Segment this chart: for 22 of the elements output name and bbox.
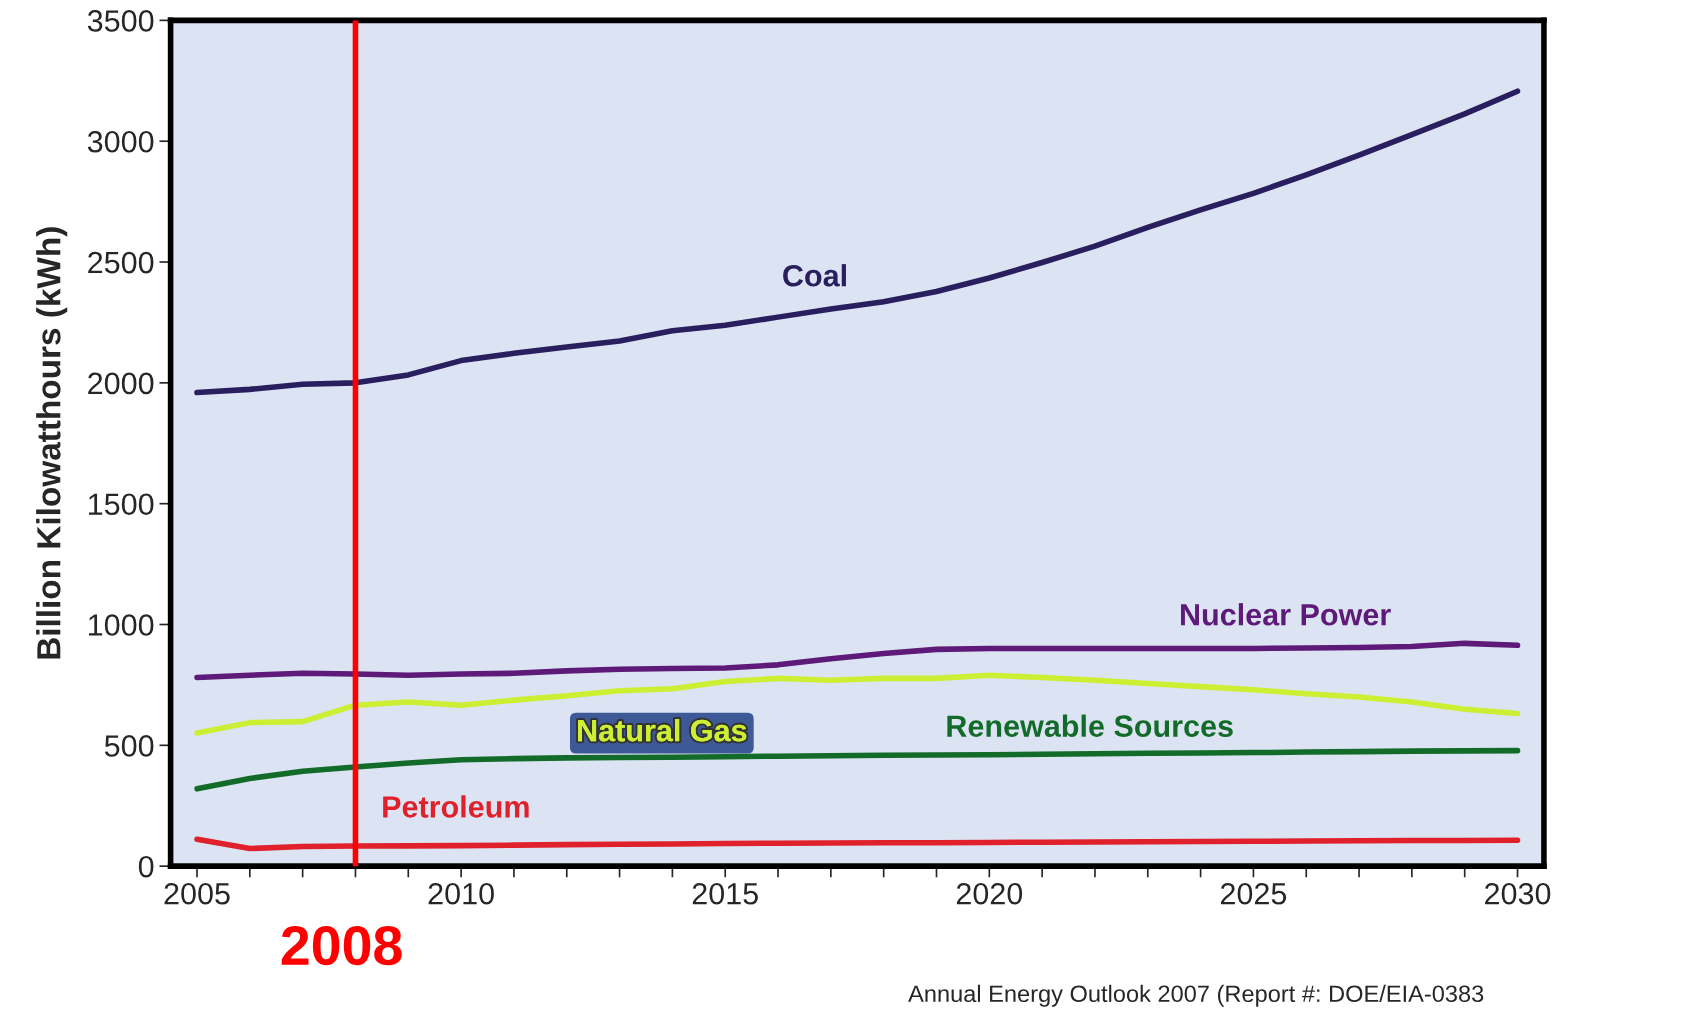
text: Annual Energy Outlook 2007 (Report #: DOE/EIA-0383 xyxy=(908,984,1484,1007)
x-tick-label: 2010 xyxy=(428,882,494,905)
y-tick-label: 3500 xyxy=(87,10,154,32)
y-tick-label: 1000 xyxy=(88,614,154,636)
ref-line-label: 2008 xyxy=(281,925,402,966)
series-label: Nuclear Power xyxy=(1181,603,1391,626)
x-tick-label: 2020 xyxy=(956,882,1023,905)
x-tick-label: 2030 xyxy=(1485,882,1551,905)
series-label: Renewable Sources xyxy=(947,714,1233,737)
x-tick-label: 2025 xyxy=(1220,882,1287,905)
y-tick-label: 1500 xyxy=(88,493,154,516)
y-tick-label: 500 xyxy=(104,735,154,757)
y-axis-title: Billion Kilowatthours (kWh) xyxy=(36,227,68,659)
y-tick-label: 2500 xyxy=(88,251,154,274)
series-label: Natural Gas xyxy=(578,718,747,742)
y-tick-label: 3000 xyxy=(87,130,154,153)
y-tick-label: 0 xyxy=(138,855,154,878)
series-label: Coal xyxy=(783,264,846,287)
x-tick-label: 2015 xyxy=(692,882,758,905)
series-label: Petroleum xyxy=(383,795,529,818)
x-tick-label: 2005 xyxy=(164,882,230,905)
y-tick-label: 2000 xyxy=(88,372,154,395)
